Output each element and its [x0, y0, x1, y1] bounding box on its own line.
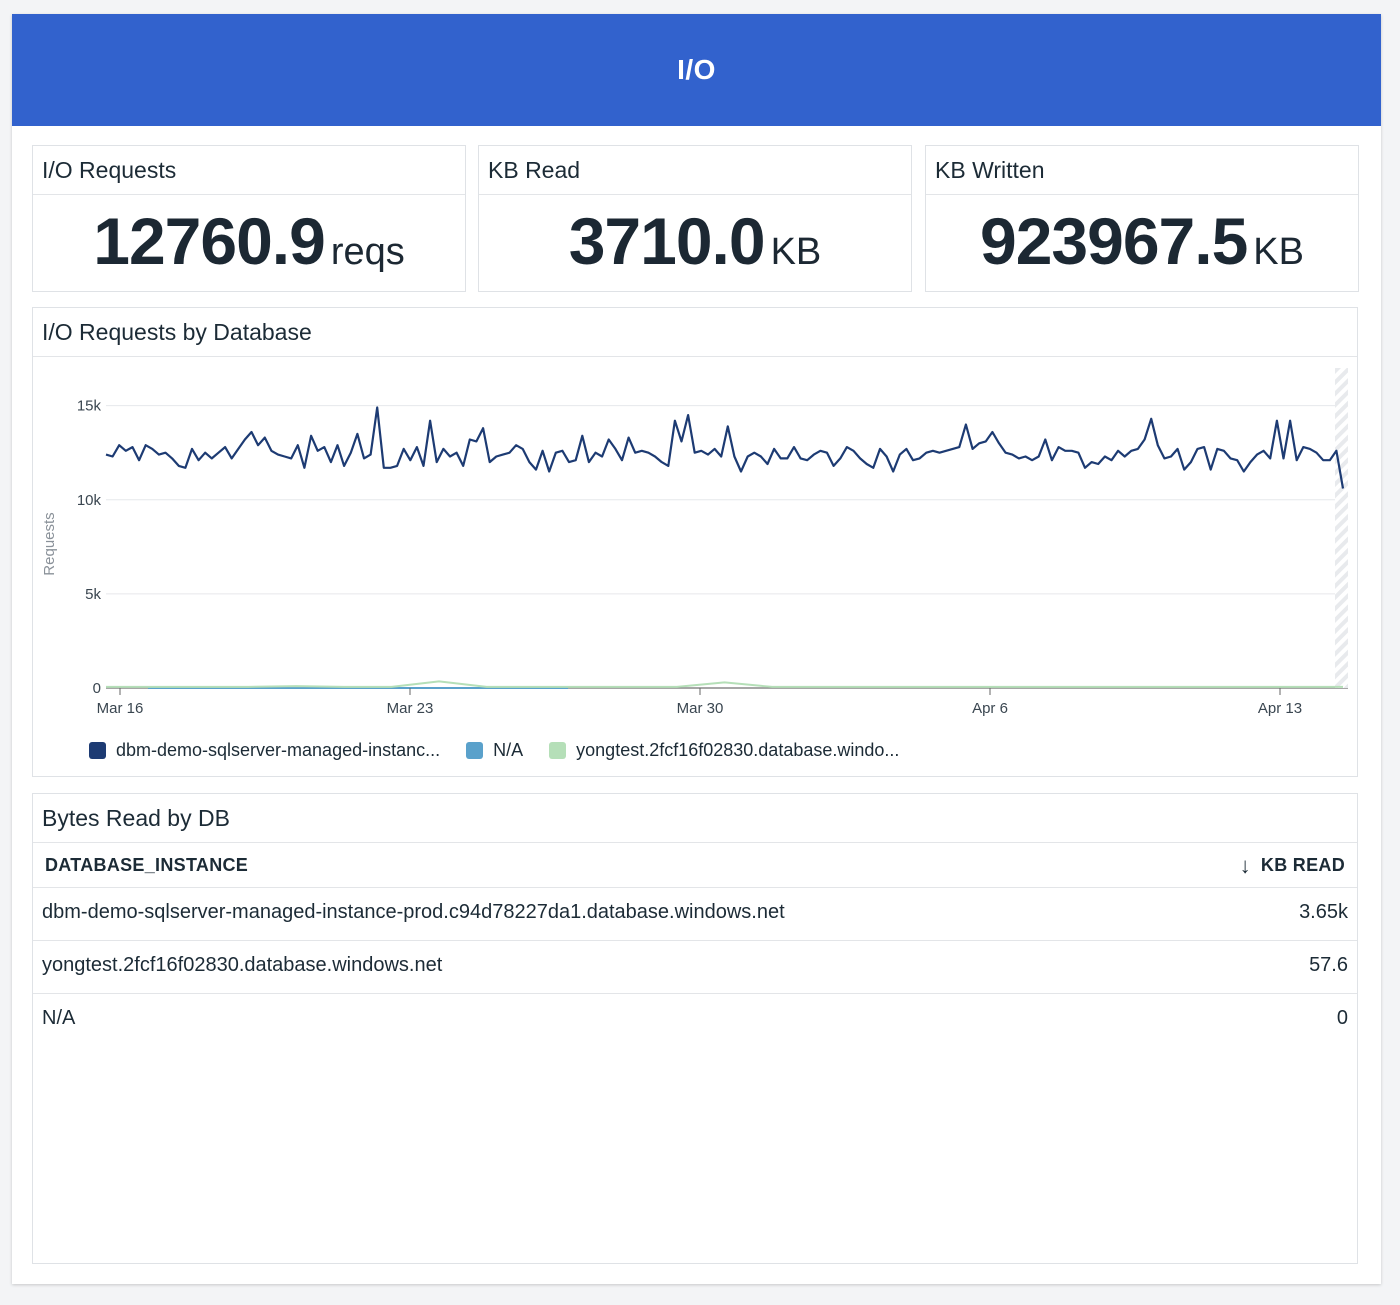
series-line[interactable]: [106, 680, 1343, 688]
legend-label: N/A: [493, 740, 524, 760]
cell-database-instance: yongtest.2fcf16f02830.database.windows.n…: [42, 954, 443, 976]
table-row[interactable]: dbm-demo-sqlserver-managed-instance-prod…: [33, 888, 1357, 941]
chart-legend: dbm-demo-sqlserver-managed-instanc... N/…: [89, 740, 925, 761]
legend-swatch: [89, 742, 106, 759]
legend-swatch: [549, 742, 567, 759]
arrow-down-icon[interactable]: ↓: [1239, 852, 1251, 878]
bytes-read-by-db-widget[interactable]: Bytes Read by DB DATABASE_INSTANCE ↓ KB …: [32, 793, 1358, 1264]
legend-label: dbm-demo-sqlserver-managed-instanc...: [116, 740, 441, 760]
cell-kb-read: 3.65k: [1299, 901, 1348, 923]
io-group: I/O I/O Requests 12760.9 reqs KB Read 37…: [12, 14, 1381, 1284]
timeseries-chart[interactable]: 0 5k 10k 15k Mar 16 Mar 23 Mar 30 Apr 6 Apr 13 R…: [33, 358, 1357, 730]
x-tick-label: Mar 30: [677, 700, 724, 717]
kb-written-widget[interactable]: KB Written 923967.5 KB: [925, 145, 1359, 292]
table-row[interactable]: N/A 0: [33, 994, 1357, 1047]
cell-database-instance: dbm-demo-sqlserver-managed-instance-prod…: [42, 901, 785, 923]
legend-item[interactable]: N/A: [466, 740, 523, 761]
kb-read-widget[interactable]: KB Read 3710.0 KB: [478, 145, 912, 292]
x-tick-label: Apr 13: [1258, 700, 1302, 717]
query-value: 3710.0: [568, 204, 766, 278]
cell-database-instance: N/A: [42, 1007, 76, 1029]
incomplete-data-hatch: [1335, 368, 1348, 688]
column-header-label: KB READ: [1260, 855, 1345, 875]
widget-title: KB Read: [479, 146, 911, 195]
group-title: I/O: [677, 54, 716, 85]
io-requests-by-database-widget[interactable]: I/O Requests by Database 0 5k 10k 15k Mar 16…: [32, 307, 1358, 777]
legend-item[interactable]: dbm-demo-sqlserver-managed-instanc...: [89, 740, 440, 761]
column-header-database-instance[interactable]: DATABASE_INSTANCE: [45, 855, 249, 875]
y-tick-label: 15k: [77, 398, 102, 415]
cell-kb-read: 0: [1336, 1007, 1348, 1029]
y-tick-label: 0: [93, 680, 101, 697]
query-unit: KB: [770, 231, 822, 273]
io-requests-widget[interactable]: I/O Requests 12760.9 reqs: [32, 145, 466, 292]
column-header-kb-read[interactable]: ↓ KB READ: [1239, 852, 1345, 878]
widget-title: KB Written: [926, 146, 1358, 195]
y-axis-label: Requests: [41, 512, 58, 575]
query-value: 923967.5: [980, 204, 1248, 278]
x-tick-label: Apr 6: [972, 700, 1008, 717]
x-tick-label: Mar 23: [387, 700, 434, 717]
group-header: I/O: [12, 14, 1381, 126]
widget-title: I/O Requests: [33, 146, 465, 195]
legend-swatch: [466, 742, 484, 759]
y-tick-label: 5k: [85, 586, 101, 603]
series-line[interactable]: [105, 406, 1345, 489]
table-header: DATABASE_INSTANCE ↓ KB READ: [33, 843, 1357, 888]
cell-kb-read: 57.6: [1309, 954, 1348, 976]
query-value: 12760.9: [93, 204, 326, 278]
query-unit: reqs: [330, 231, 405, 273]
query-unit: KB: [1253, 231, 1304, 273]
y-tick-label: 10k: [77, 492, 102, 509]
widget-title: Bytes Read by DB: [33, 794, 1357, 843]
legend-label: yongtest.2fcf16f02830.database.windo...: [576, 740, 900, 760]
table-row[interactable]: yongtest.2fcf16f02830.database.windows.n…: [33, 941, 1357, 994]
widget-title: I/O Requests by Database: [33, 308, 1357, 357]
legend-item[interactable]: yongtest.2fcf16f02830.database.windo...: [549, 740, 899, 761]
x-tick-label: Mar 16: [97, 700, 144, 717]
